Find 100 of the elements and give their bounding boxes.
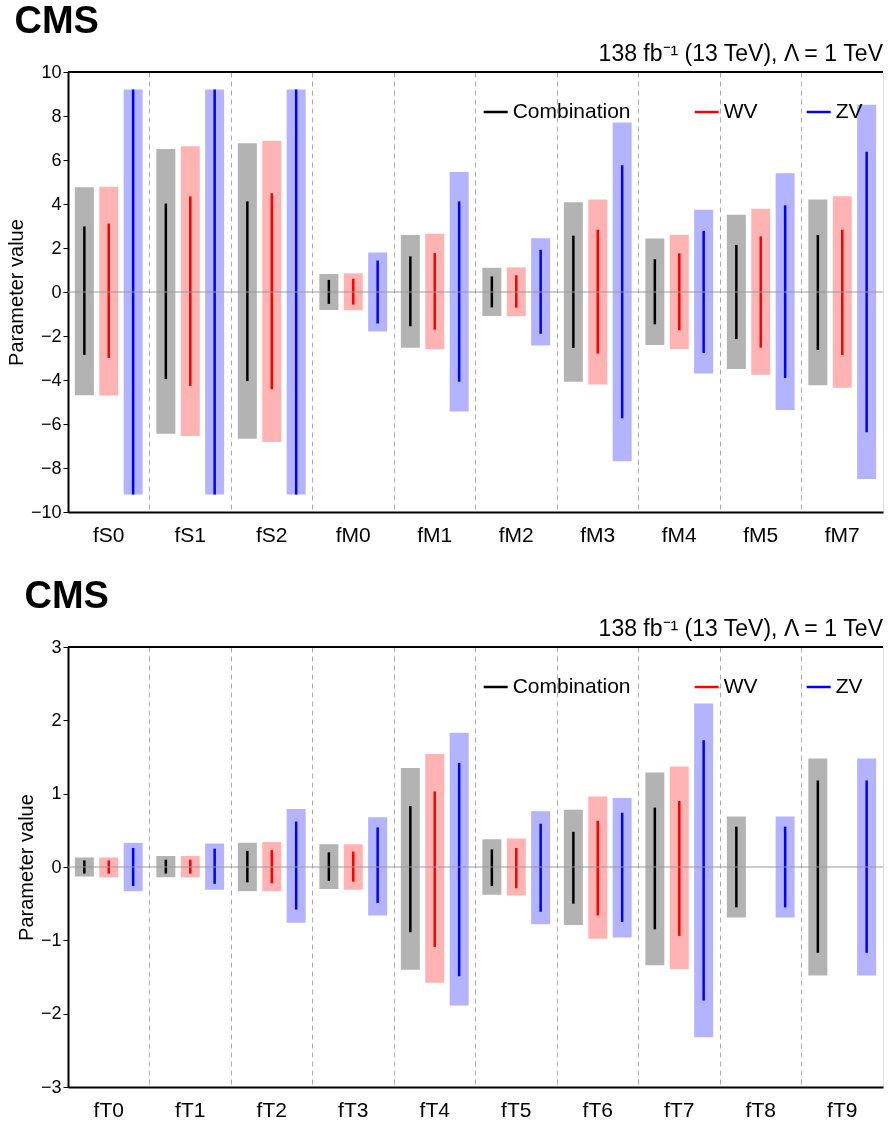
bar	[735, 826, 738, 908]
bar	[588, 796, 608, 939]
bar	[808, 199, 828, 386]
y-tick-label: −8	[40, 457, 62, 478]
x-tick-label: fT1	[175, 1098, 206, 1121]
bar	[572, 831, 575, 904]
bar	[449, 171, 469, 412]
bar	[376, 260, 379, 324]
y-tick-label: 1	[51, 783, 62, 804]
x-tick-label: fM4	[661, 523, 698, 546]
bar	[563, 809, 583, 925]
legend-label: WV	[723, 674, 758, 697]
bar	[246, 201, 249, 382]
y-tick-label: 0	[51, 281, 62, 302]
y-tick-label: 8	[51, 105, 62, 126]
chart-subtitle: 138 fb⁻¹ (13 TeV), Λ = 1 TeV	[598, 40, 884, 66]
x-tick-label: fT3	[338, 1098, 369, 1121]
chart-title: CMS	[24, 574, 109, 616]
bar	[74, 187, 94, 396]
bar	[539, 823, 542, 912]
bar	[572, 235, 575, 348]
bar	[376, 827, 379, 903]
y-tick-label: −4	[40, 369, 62, 390]
y-tick-label: 2	[51, 709, 62, 730]
x-tick-label: fM0	[335, 523, 371, 546]
y-tick-label: −6	[40, 413, 62, 434]
bar	[352, 278, 355, 305]
x-tick-label: fM7	[824, 523, 860, 546]
bar	[83, 226, 86, 355]
x-tick-label: fM1	[417, 523, 453, 546]
y-tick-label: −2	[40, 1003, 62, 1024]
x-tick-label: fT4	[419, 1098, 451, 1121]
legend-label: Combination	[512, 674, 631, 697]
bar	[409, 806, 412, 933]
bar	[99, 186, 119, 396]
x-tick-label: fS0	[92, 523, 125, 546]
legend-label: ZV	[835, 674, 863, 697]
x-tick-label: fS1	[174, 523, 207, 546]
bar	[425, 754, 445, 983]
y-tick-label: 0	[51, 856, 62, 877]
bar	[678, 801, 681, 936]
bar	[612, 122, 632, 462]
y-tick-label: −10	[30, 501, 62, 522]
x-tick-label: fM2	[498, 523, 534, 546]
x-tick-label: fT0	[93, 1098, 124, 1121]
x-tick-label: fT8	[745, 1098, 776, 1121]
bar	[865, 151, 868, 433]
bar	[775, 173, 795, 410]
y-tick-label: −2	[40, 325, 62, 346]
bar	[841, 229, 844, 355]
bar	[808, 758, 828, 976]
x-tick-label: fM5	[743, 523, 779, 546]
bar	[352, 851, 355, 882]
legend-label: Combination	[512, 99, 631, 122]
x-tick-label: fT2	[256, 1098, 287, 1121]
chart-title: CMS	[14, 0, 99, 41]
y-tick-label: 3	[51, 636, 62, 657]
bar	[612, 798, 632, 938]
bar	[645, 238, 665, 346]
x-tick-label: fT6	[582, 1098, 613, 1121]
bar	[409, 256, 412, 327]
bar	[563, 202, 583, 382]
chart-subtitle: 138 fb⁻¹ (13 TeV), Λ = 1 TeV	[598, 615, 884, 641]
y-tick-label: −1	[40, 929, 62, 950]
legend-label: ZV	[835, 99, 863, 122]
bar	[262, 140, 282, 443]
bar	[449, 732, 469, 1006]
x-tick-label: fS2	[255, 523, 288, 546]
bar	[213, 89, 216, 495]
bar	[751, 208, 771, 375]
bar	[237, 143, 257, 439]
y-tick-label: 6	[51, 149, 62, 170]
y-tick-label: 2	[51, 237, 62, 258]
bar	[213, 848, 216, 884]
bar	[702, 740, 705, 1001]
y-tick-label: 10	[41, 61, 62, 82]
legend-label: WV	[723, 99, 758, 122]
bar	[588, 199, 608, 385]
y-axis-title: Parameter value	[4, 219, 27, 366]
x-tick-label: fT9	[827, 1098, 858, 1121]
bar	[865, 780, 868, 953]
bar	[726, 214, 746, 369]
y-axis-title: Parameter value	[14, 794, 37, 941]
bar	[678, 253, 681, 331]
bar	[246, 850, 249, 883]
bar	[515, 847, 518, 889]
bar	[645, 772, 665, 966]
y-tick-label: 4	[51, 193, 62, 214]
bar	[189, 196, 192, 386]
y-tick-label: −3	[40, 1076, 62, 1097]
bar	[156, 149, 176, 434]
x-tick-label: fT7	[664, 1098, 695, 1121]
bar	[702, 230, 705, 353]
bar	[539, 249, 542, 334]
x-tick-label: fT5	[501, 1098, 532, 1121]
bar	[735, 244, 738, 340]
x-tick-label: fM3	[580, 523, 616, 546]
bar	[515, 275, 518, 308]
bar	[775, 816, 795, 918]
bar	[425, 233, 445, 350]
